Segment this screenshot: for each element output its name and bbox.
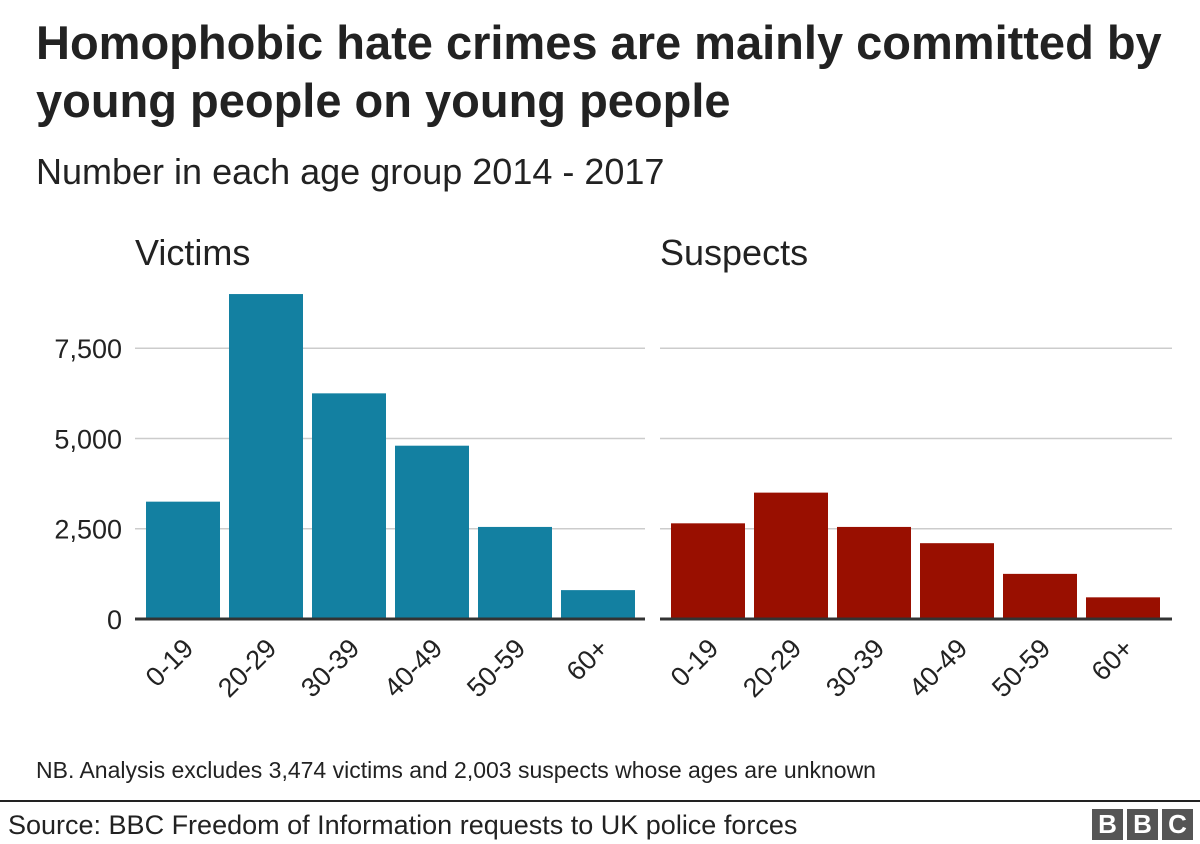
- x-tick-label: 20-29: [737, 633, 807, 703]
- footer-divider: [0, 800, 1200, 802]
- bar-suspects-20-29: [754, 492, 828, 619]
- panel-title-victims: Victims: [135, 232, 250, 273]
- bbc-logo-letter: C: [1162, 809, 1193, 840]
- y-tick-label: 7,500: [54, 334, 122, 364]
- bar-suspects-30-39: [837, 526, 911, 619]
- bar-victims-0-19: [146, 501, 220, 619]
- x-tick-label: 0-19: [665, 633, 724, 692]
- bbc-logo-letter: B: [1092, 809, 1123, 840]
- bar-suspects-40-49: [920, 543, 994, 619]
- bar-victims-20-29: [229, 294, 303, 619]
- x-tick-label: 40-49: [378, 633, 448, 703]
- y-tick-label: 0: [107, 605, 122, 635]
- bar-victims-40-49: [395, 445, 469, 619]
- bar-victims-60+: [561, 590, 635, 619]
- x-tick-label: 50-59: [461, 633, 531, 703]
- y-tick-label: 5,000: [54, 424, 122, 454]
- x-tick-label: 30-39: [820, 633, 890, 703]
- panel-title-suspects: Suspects: [660, 232, 808, 273]
- chart-title: Homophobic hate crimes are mainly commit…: [36, 16, 1162, 127]
- x-tick-label: 30-39: [295, 633, 365, 703]
- y-tick-label: 2,500: [54, 515, 122, 545]
- x-tick-label: 60+: [1086, 633, 1140, 687]
- bar-suspects-50-59: [1003, 573, 1077, 619]
- bbc-logo: B B C: [1092, 809, 1193, 840]
- x-tick-label: 50-59: [986, 633, 1056, 703]
- x-tick-label: 60+: [561, 633, 615, 687]
- bar-victims-30-39: [312, 393, 386, 619]
- bar-suspects-60+: [1086, 597, 1160, 619]
- x-tick-label: 20-29: [212, 633, 282, 703]
- footnote: NB. Analysis excludes 3,474 victims and …: [36, 757, 876, 783]
- x-tick-label: 40-49: [903, 633, 973, 703]
- bar-suspects-0-19: [671, 523, 745, 619]
- chart-subtitle: Number in each age group 2014 - 2017: [36, 151, 665, 192]
- bbc-logo-letter: B: [1127, 809, 1158, 840]
- source-text: Source: BBC Freedom of Information reque…: [8, 810, 798, 840]
- bar-victims-50-59: [478, 526, 552, 619]
- x-tick-label: 0-19: [140, 633, 199, 692]
